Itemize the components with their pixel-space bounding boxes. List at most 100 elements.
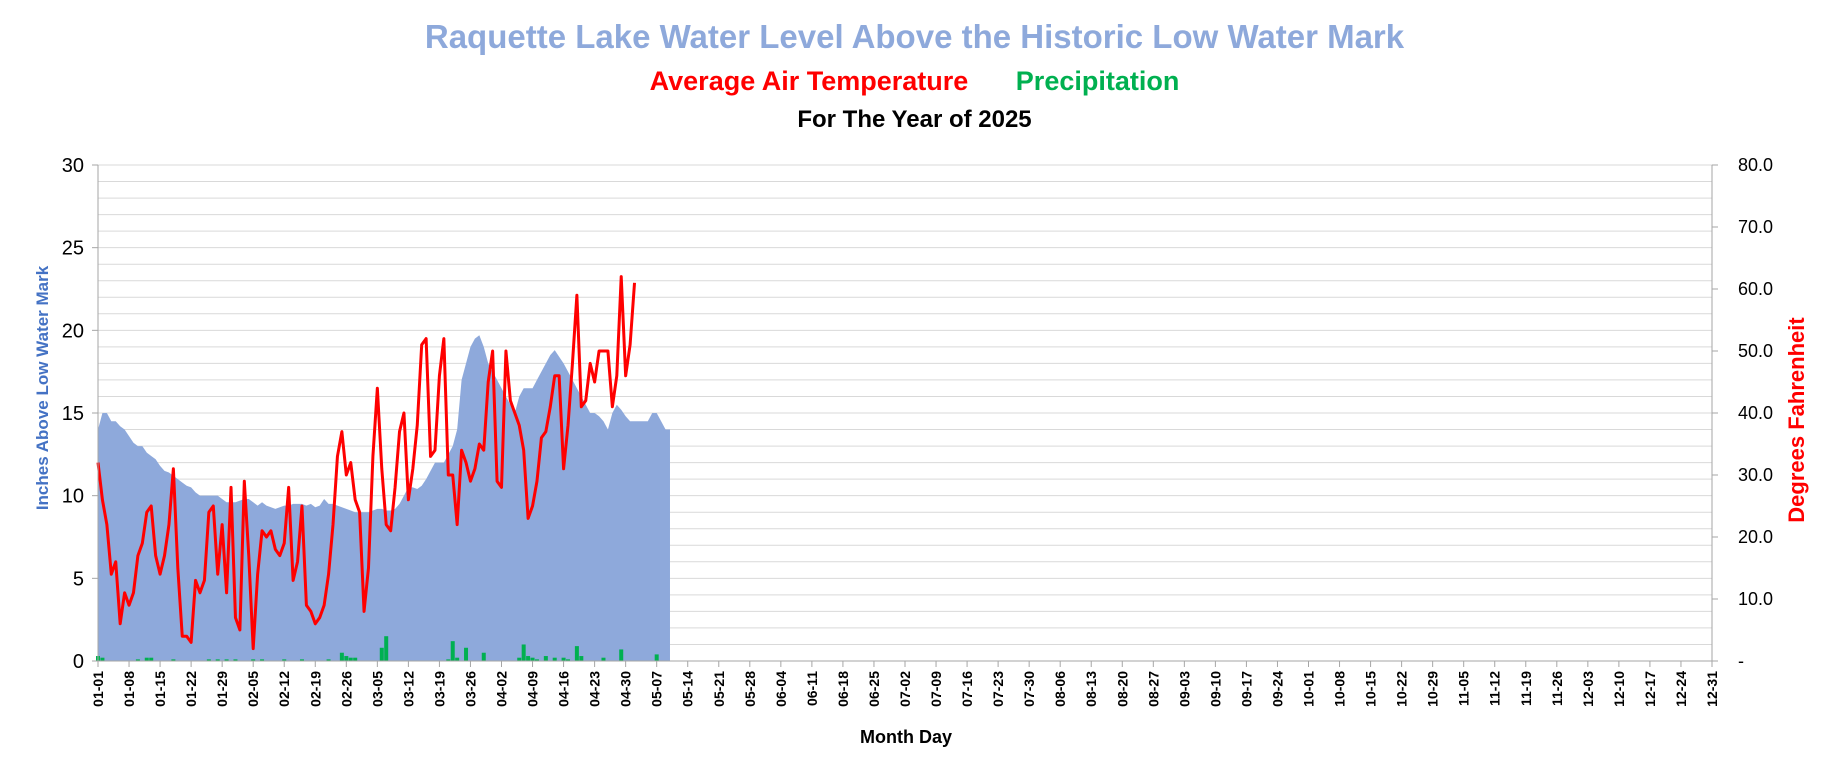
x-tick-label: 07-16 <box>959 671 975 707</box>
right-tick-label: 70.0 <box>1738 217 1773 237</box>
precipitation-bar <box>534 659 539 661</box>
right-tick-label: 10.0 <box>1738 589 1773 609</box>
precipitation-bar <box>348 657 353 661</box>
temperature-line-series <box>96 275 637 651</box>
x-tick-label: 08-13 <box>1083 671 1099 707</box>
x-tick-label: 02-05 <box>245 671 261 707</box>
precipitation-bar <box>224 659 229 661</box>
x-tick-label: 09-17 <box>1238 671 1254 707</box>
x-tick-label: 04-02 <box>494 671 510 707</box>
x-tick-label: 01-08 <box>121 671 137 707</box>
x-tick-label: 04-16 <box>556 671 572 707</box>
right-tick-label: 30.0 <box>1738 465 1773 485</box>
x-tick-label: 09-03 <box>1176 671 1192 707</box>
x-tick-label: 10-01 <box>1301 671 1317 707</box>
precipitation-bar <box>526 656 531 661</box>
precipitation-bar <box>481 652 486 661</box>
x-tick-label: 06-11 <box>804 671 820 706</box>
x-tick-label: 12-24 <box>1673 671 1689 707</box>
precipitation-bar <box>233 659 238 661</box>
chart-year-subtitle: For The Year of 2025 <box>797 106 1032 133</box>
left-tick-label: 25 <box>62 238 84 260</box>
precipitation-bar <box>464 647 469 661</box>
precipitation-bar <box>517 657 522 661</box>
x-tick-label: 05-21 <box>711 671 727 707</box>
x-tick-label: 04-30 <box>618 671 634 707</box>
x-tick-label: 10-08 <box>1332 671 1348 707</box>
precipitation-bar <box>353 657 358 661</box>
precipitation-bar <box>260 659 265 661</box>
x-tick-label: 05-28 <box>742 671 758 707</box>
left-tick-label: 0 <box>73 651 84 673</box>
precipitation-bar <box>450 641 455 661</box>
x-tick-label: 10-29 <box>1425 671 1441 707</box>
right-tick-label: 80.0 <box>1738 155 1773 175</box>
x-tick-label: 09-24 <box>1269 671 1285 707</box>
precipitation-bar <box>654 654 659 661</box>
precipitation-bar <box>339 652 344 661</box>
chart-title: Raquette Lake Water Level Above the Hist… <box>424 18 1405 55</box>
x-tick-label: 12-17 <box>1642 671 1658 707</box>
precipitation-bar <box>100 657 105 661</box>
precipitation-bar <box>561 657 566 661</box>
x-tick-label: 01-15 <box>152 671 168 707</box>
x-tick-label: 05-07 <box>649 671 665 707</box>
x-tick-label: 06-04 <box>773 671 789 707</box>
precipitation-bar <box>344 656 349 661</box>
precipitation-bar <box>574 646 579 661</box>
x-tick-label: 03-05 <box>369 671 385 707</box>
precipitation-bar <box>282 659 287 661</box>
right-tick-label: 40.0 <box>1738 403 1773 423</box>
x-tick-label: 11-19 <box>1518 671 1534 706</box>
x-tick-label: 11-05 <box>1456 671 1472 706</box>
precipitation-bar <box>619 649 624 661</box>
precipitation-bar <box>135 659 140 661</box>
x-tick-label: 01-01 <box>90 671 106 707</box>
legend-precipitation: Precipitation <box>1015 66 1180 96</box>
x-tick-label: 03-12 <box>400 671 416 707</box>
precipitation-bar <box>521 644 526 661</box>
x-tick-label: 12-03 <box>1580 671 1596 707</box>
x-tick-label: 05-14 <box>680 671 696 707</box>
precipitation-bar <box>446 659 451 661</box>
x-tick-label: 12-31 <box>1704 671 1720 707</box>
left-tick-label: 30 <box>62 155 84 177</box>
right-tick-label: - <box>1738 651 1744 671</box>
x-tick-label: 08-27 <box>1145 671 1161 707</box>
chart-subtitle-legend: Average Air Temperature Precipitation <box>0 66 1829 97</box>
right-axis-label: Degrees Fahrenheit <box>1784 317 1809 523</box>
left-tick-label: 20 <box>62 320 84 342</box>
x-tick-label: 02-19 <box>307 671 323 707</box>
right-tick-label: 50.0 <box>1738 341 1773 361</box>
precipitation-bar <box>326 659 331 661</box>
precipitation-bar <box>144 657 149 661</box>
left-axis-label: Inches Above Low Water Mark <box>33 265 52 510</box>
temperature-line <box>96 275 637 651</box>
x-tick-label: 02-12 <box>276 671 292 707</box>
precipitation-bar <box>299 659 304 661</box>
x-tick-label: 03-26 <box>462 671 478 707</box>
precipitation-bar <box>455 657 460 661</box>
x-tick-label: 07-23 <box>990 671 1006 707</box>
right-tick-label: 60.0 <box>1738 279 1773 299</box>
precipitation-bar <box>206 659 211 661</box>
x-tick-label: 06-18 <box>835 671 851 707</box>
x-tick-label: 12-10 <box>1611 671 1627 707</box>
precipitation-bar <box>579 656 584 661</box>
x-tick-label: 10-22 <box>1394 671 1410 707</box>
right-tick-label: 20.0 <box>1738 527 1773 547</box>
axes <box>92 164 1718 667</box>
precipitation-bar <box>251 659 256 661</box>
x-axis-label: Month Day <box>860 727 952 747</box>
x-tick-label: 07-02 <box>897 671 913 707</box>
precipitation-bar <box>530 657 535 661</box>
precipitation-bar <box>566 659 571 661</box>
precipitation-bar <box>601 657 606 661</box>
tick-labels: 0 5 10 15 20 25 30 - 10.0 20.0 30.0 40.0 50.0 60.0 70.… <box>62 155 1773 707</box>
precipitation-bars-series <box>96 636 659 661</box>
x-tick-label: 03-19 <box>431 671 447 707</box>
left-tick-label: 5 <box>73 568 84 590</box>
precipitation-bar <box>379 647 384 661</box>
precipitation-bar <box>215 659 220 661</box>
